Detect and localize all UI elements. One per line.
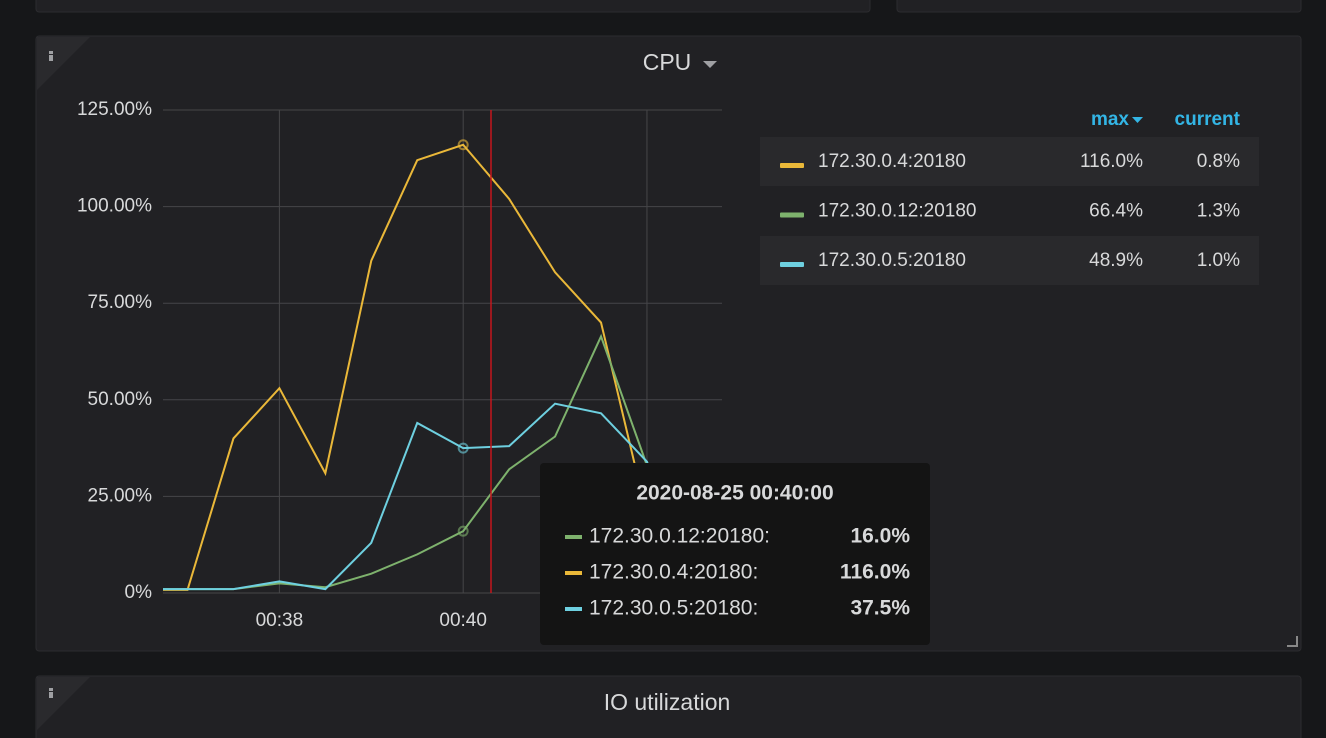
legend-swatch [780,163,804,168]
legend-row-bg [760,137,1259,186]
legend: max current 172.30.0.4:20180 116.0% 0.8% 172.… [760,109,1259,285]
y-tick-label: 50.00% [88,389,153,410]
legend-header: current [1175,109,1241,130]
tooltip-value: 16.0% [850,525,910,548]
tooltip-swatch [565,607,582,611]
title-caret[interactable] [703,61,717,68]
hover-point [457,139,469,151]
tooltip: 2020-08-25 00:40:00 172.30.0.12:20180: 16… [540,463,930,645]
series-line [163,143,694,591]
legend-current: 0.8% [1197,151,1240,172]
y-tick-label: 75.00% [88,292,153,313]
panel-title[interactable]: CPU [643,49,692,75]
info-icon [49,55,53,61]
x-tick-label: 00:40 [439,610,487,631]
tooltip-swatch [565,571,582,575]
info-icon [49,692,53,698]
series-line [163,402,694,591]
plot [163,143,694,591]
legend-max: 66.4% [1089,201,1143,222]
y-tick-label: 125.00% [77,99,152,120]
info-icon [49,688,53,691]
panel-title[interactable]: IO utilization [604,689,731,715]
info-icon [49,51,53,54]
panel-top-right [896,0,1302,13]
x-tick-label: 00:38 [256,610,304,631]
legend-max: 116.0% [1080,151,1143,172]
tooltip-swatch [565,535,582,539]
legend-swatch [780,262,804,267]
legend-current: 1.0% [1197,250,1240,271]
info-corner[interactable] [37,37,90,90]
panel-top-left [35,0,871,13]
tooltip-box [540,463,930,645]
resize-handle[interactable] [1287,636,1298,647]
legend-header: max [1091,109,1129,130]
hover-point [457,442,469,454]
cpu-panel [35,35,1302,652]
tooltip-title: 2020-08-25 00:40:00 [636,482,833,505]
legend-name[interactable]: 172.30.0.4:20180 [818,151,966,172]
legend-current: 1.3% [1197,201,1240,222]
tooltip-label: 172.30.0.12:20180: [589,525,770,548]
tooltip-label: 172.30.0.5:20180: [589,597,758,620]
y-tick-label: 25.00% [88,485,153,506]
io-panel [35,675,1302,738]
legend-name[interactable]: 172.30.0.5:20180 [818,250,966,271]
y-tick-label: 0% [125,582,153,603]
hover-points [457,139,469,537]
sort-caret [1132,117,1143,123]
hover-point [457,525,469,537]
legend-swatch [780,212,804,218]
legend-row-bg [760,236,1259,285]
tooltip-value: 37.5% [850,597,910,620]
tooltip-label: 172.30.0.4:20180: [589,561,758,584]
grid: 0% 25.00% 50.00% 75.00% 100.00% 125.00% 00:38 0… [77,99,722,631]
y-tick-label: 100.00% [77,196,152,217]
tooltip-value: 116.0% [840,561,910,584]
legend-name[interactable]: 172.30.0.12:20180 [818,201,977,222]
legend-max: 48.9% [1089,250,1143,271]
